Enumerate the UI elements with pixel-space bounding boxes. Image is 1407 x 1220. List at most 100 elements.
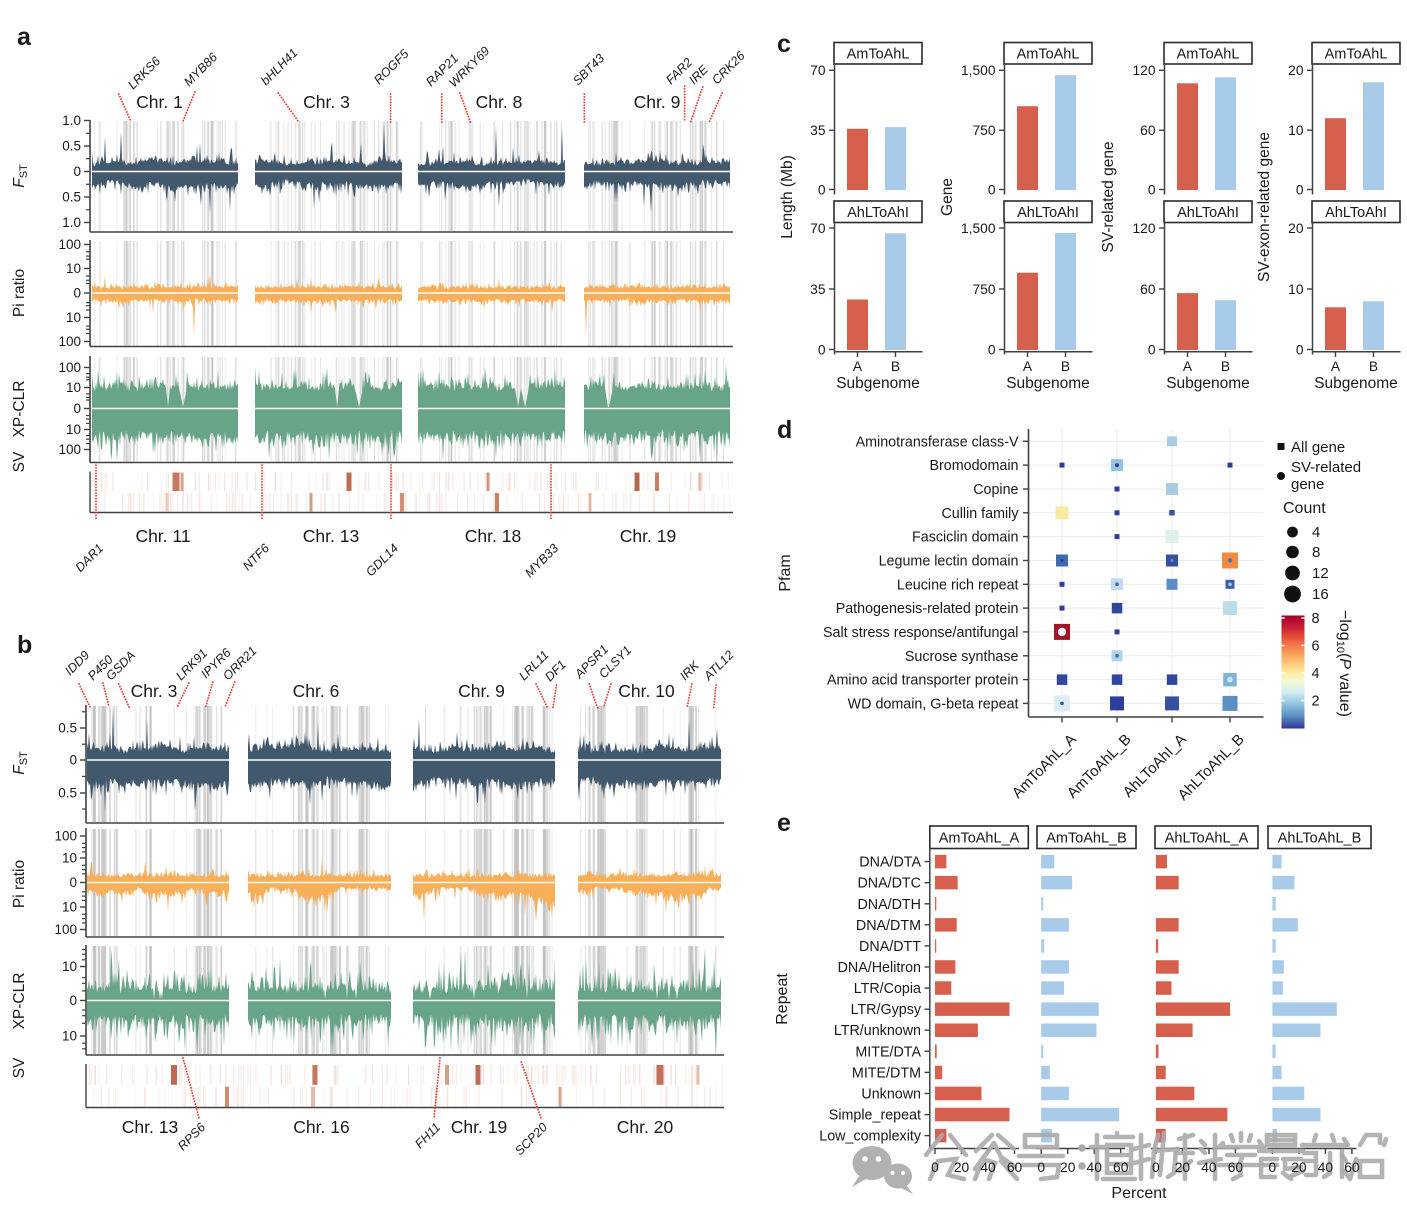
svg-text:0: 0: [1296, 182, 1304, 197]
svg-text:b: b: [17, 631, 32, 659]
svg-text:MITE/DTA: MITE/DTA: [855, 1044, 921, 1060]
svg-text:1.0: 1.0: [62, 113, 81, 128]
svg-text:1.0: 1.0: [62, 215, 81, 230]
svg-text:DNA/DTC: DNA/DTC: [857, 876, 921, 892]
svg-text:Repeat: Repeat: [774, 973, 791, 1025]
svg-text:120: 120: [1132, 63, 1155, 78]
svg-text:0.5: 0.5: [58, 721, 77, 736]
svg-text:0: 0: [988, 342, 996, 357]
svg-text:B: B: [1061, 359, 1070, 374]
svg-text:1,500: 1,500: [961, 221, 996, 236]
svg-text:8: 8: [1312, 611, 1320, 627]
svg-text:Sucrose synthase: Sucrose synthase: [905, 649, 1019, 665]
svg-text:Chr. 1: Chr. 1: [136, 92, 183, 112]
svg-text:Chr. 3: Chr. 3: [303, 92, 350, 112]
svg-text:750: 750: [972, 123, 995, 138]
svg-text:60: 60: [1007, 1160, 1023, 1175]
svg-text:100: 100: [58, 237, 81, 252]
svg-text:B: B: [1221, 359, 1230, 374]
svg-text:60: 60: [1344, 1160, 1360, 1175]
svg-text:6: 6: [1312, 639, 1320, 655]
svg-text:10: 10: [1288, 282, 1304, 297]
svg-text:Legume lectin domain: Legume lectin domain: [879, 554, 1019, 570]
svg-text:Count: Count: [1283, 500, 1326, 517]
svg-text:10: 10: [62, 851, 77, 866]
svg-text:10: 10: [66, 261, 81, 276]
svg-text:WD domain, G-beta repeat: WD domain, G-beta repeat: [848, 696, 1019, 712]
svg-text:10: 10: [62, 959, 77, 974]
svg-text:Chr. 13: Chr. 13: [303, 526, 359, 546]
svg-text:0: 0: [818, 182, 826, 197]
svg-text:40: 40: [1318, 1160, 1334, 1175]
svg-text:20: 20: [954, 1160, 970, 1175]
svg-text:Chr. 3: Chr. 3: [131, 681, 178, 701]
svg-text:Fasciclin domain: Fasciclin domain: [912, 530, 1019, 546]
svg-text:0: 0: [1269, 1160, 1277, 1175]
svg-text:Copine: Copine: [973, 482, 1018, 498]
svg-text:0.5: 0.5: [62, 190, 81, 205]
svg-text:Pi ratio: Pi ratio: [11, 860, 28, 908]
svg-text:Gene: Gene: [939, 178, 956, 216]
svg-text:35: 35: [810, 123, 826, 138]
svg-text:Subgenome: Subgenome: [1314, 375, 1398, 392]
svg-text:0.5: 0.5: [58, 786, 77, 801]
svg-text:Aminotransferase class-V: Aminotransferase class-V: [856, 434, 1019, 450]
svg-text:Salt stress response/antifunga: Salt stress response/antifungal: [823, 625, 1019, 641]
svg-text:Chr. 19: Chr. 19: [451, 1117, 507, 1137]
svg-text:0: 0: [1037, 1160, 1045, 1175]
svg-text:FST: FST: [11, 164, 30, 188]
svg-text:0: 0: [73, 164, 81, 179]
svg-text:Subgenome: Subgenome: [836, 375, 920, 392]
svg-text:Chr. 6: Chr. 6: [293, 681, 340, 701]
svg-text:10: 10: [62, 900, 77, 915]
svg-text:Pi ratio: Pi ratio: [11, 269, 28, 317]
svg-text:A: A: [1023, 359, 1033, 374]
svg-text:8: 8: [1312, 544, 1320, 561]
svg-text:20: 20: [1291, 1160, 1307, 1175]
svg-text:0: 0: [69, 875, 77, 890]
svg-text:20: 20: [1288, 63, 1304, 78]
svg-text:AmToAhL: AmToAhL: [1177, 47, 1240, 63]
svg-text:FST: FST: [11, 751, 30, 775]
svg-text:Subgenome: Subgenome: [1006, 375, 1090, 392]
svg-text:100: 100: [58, 334, 81, 349]
svg-text:AmToAhL: AmToAhL: [847, 47, 910, 63]
svg-text:e: e: [777, 809, 791, 837]
svg-text:16: 16: [1312, 586, 1329, 603]
svg-text:DNA/DTM: DNA/DTM: [856, 918, 921, 934]
svg-text:0: 0: [1152, 1160, 1160, 1175]
svg-text:0: 0: [69, 993, 77, 1008]
svg-text:DNA/DTH: DNA/DTH: [857, 897, 921, 913]
svg-text:AmToAhL_B: AmToAhL_B: [1046, 831, 1127, 847]
svg-text:Chr. 11: Chr. 11: [135, 526, 190, 546]
svg-text:12: 12: [1312, 565, 1329, 582]
svg-text:0: 0: [73, 286, 81, 301]
svg-text:100: 100: [54, 922, 77, 937]
svg-text:Amino acid transporter protein: Amino acid transporter protein: [827, 673, 1019, 689]
svg-text:DNA/DTT: DNA/DTT: [859, 939, 921, 955]
svg-text:10: 10: [1288, 123, 1304, 138]
svg-text:AhLToAhL_B: AhLToAhL_B: [1278, 831, 1362, 847]
svg-text:XP-CLR: XP-CLR: [11, 381, 28, 438]
svg-text:40: 40: [1201, 1160, 1217, 1175]
svg-text:20: 20: [1288, 221, 1304, 236]
svg-text:0: 0: [73, 401, 81, 416]
svg-text:0: 0: [1148, 342, 1156, 357]
svg-text:1,500: 1,500: [961, 63, 996, 78]
svg-text:LTR/Gypsy: LTR/Gypsy: [851, 1002, 922, 1018]
svg-text:10: 10: [66, 380, 81, 395]
svg-text:0: 0: [988, 182, 996, 197]
svg-text:B: B: [891, 359, 900, 374]
svg-text:MITE/DTM: MITE/DTM: [852, 1065, 921, 1081]
svg-text:A: A: [1331, 359, 1341, 374]
svg-text:SV-exon-related gene: SV-exon-related gene: [1256, 132, 1273, 282]
svg-text:AhLToAhI: AhLToAhI: [847, 205, 909, 221]
svg-text:Simple_repeat: Simple_repeat: [829, 1108, 921, 1124]
svg-text:Chr. 8: Chr. 8: [476, 92, 523, 112]
svg-text:Cullin family: Cullin family: [941, 506, 1019, 522]
svg-text:AmToAhL: AmToAhL: [1325, 47, 1388, 63]
svg-text:SV-related: SV-related: [1291, 459, 1361, 476]
svg-text:AhLToAhI: AhLToAhI: [1177, 205, 1239, 221]
svg-text:100: 100: [54, 829, 77, 844]
svg-text:gene: gene: [1291, 476, 1324, 493]
